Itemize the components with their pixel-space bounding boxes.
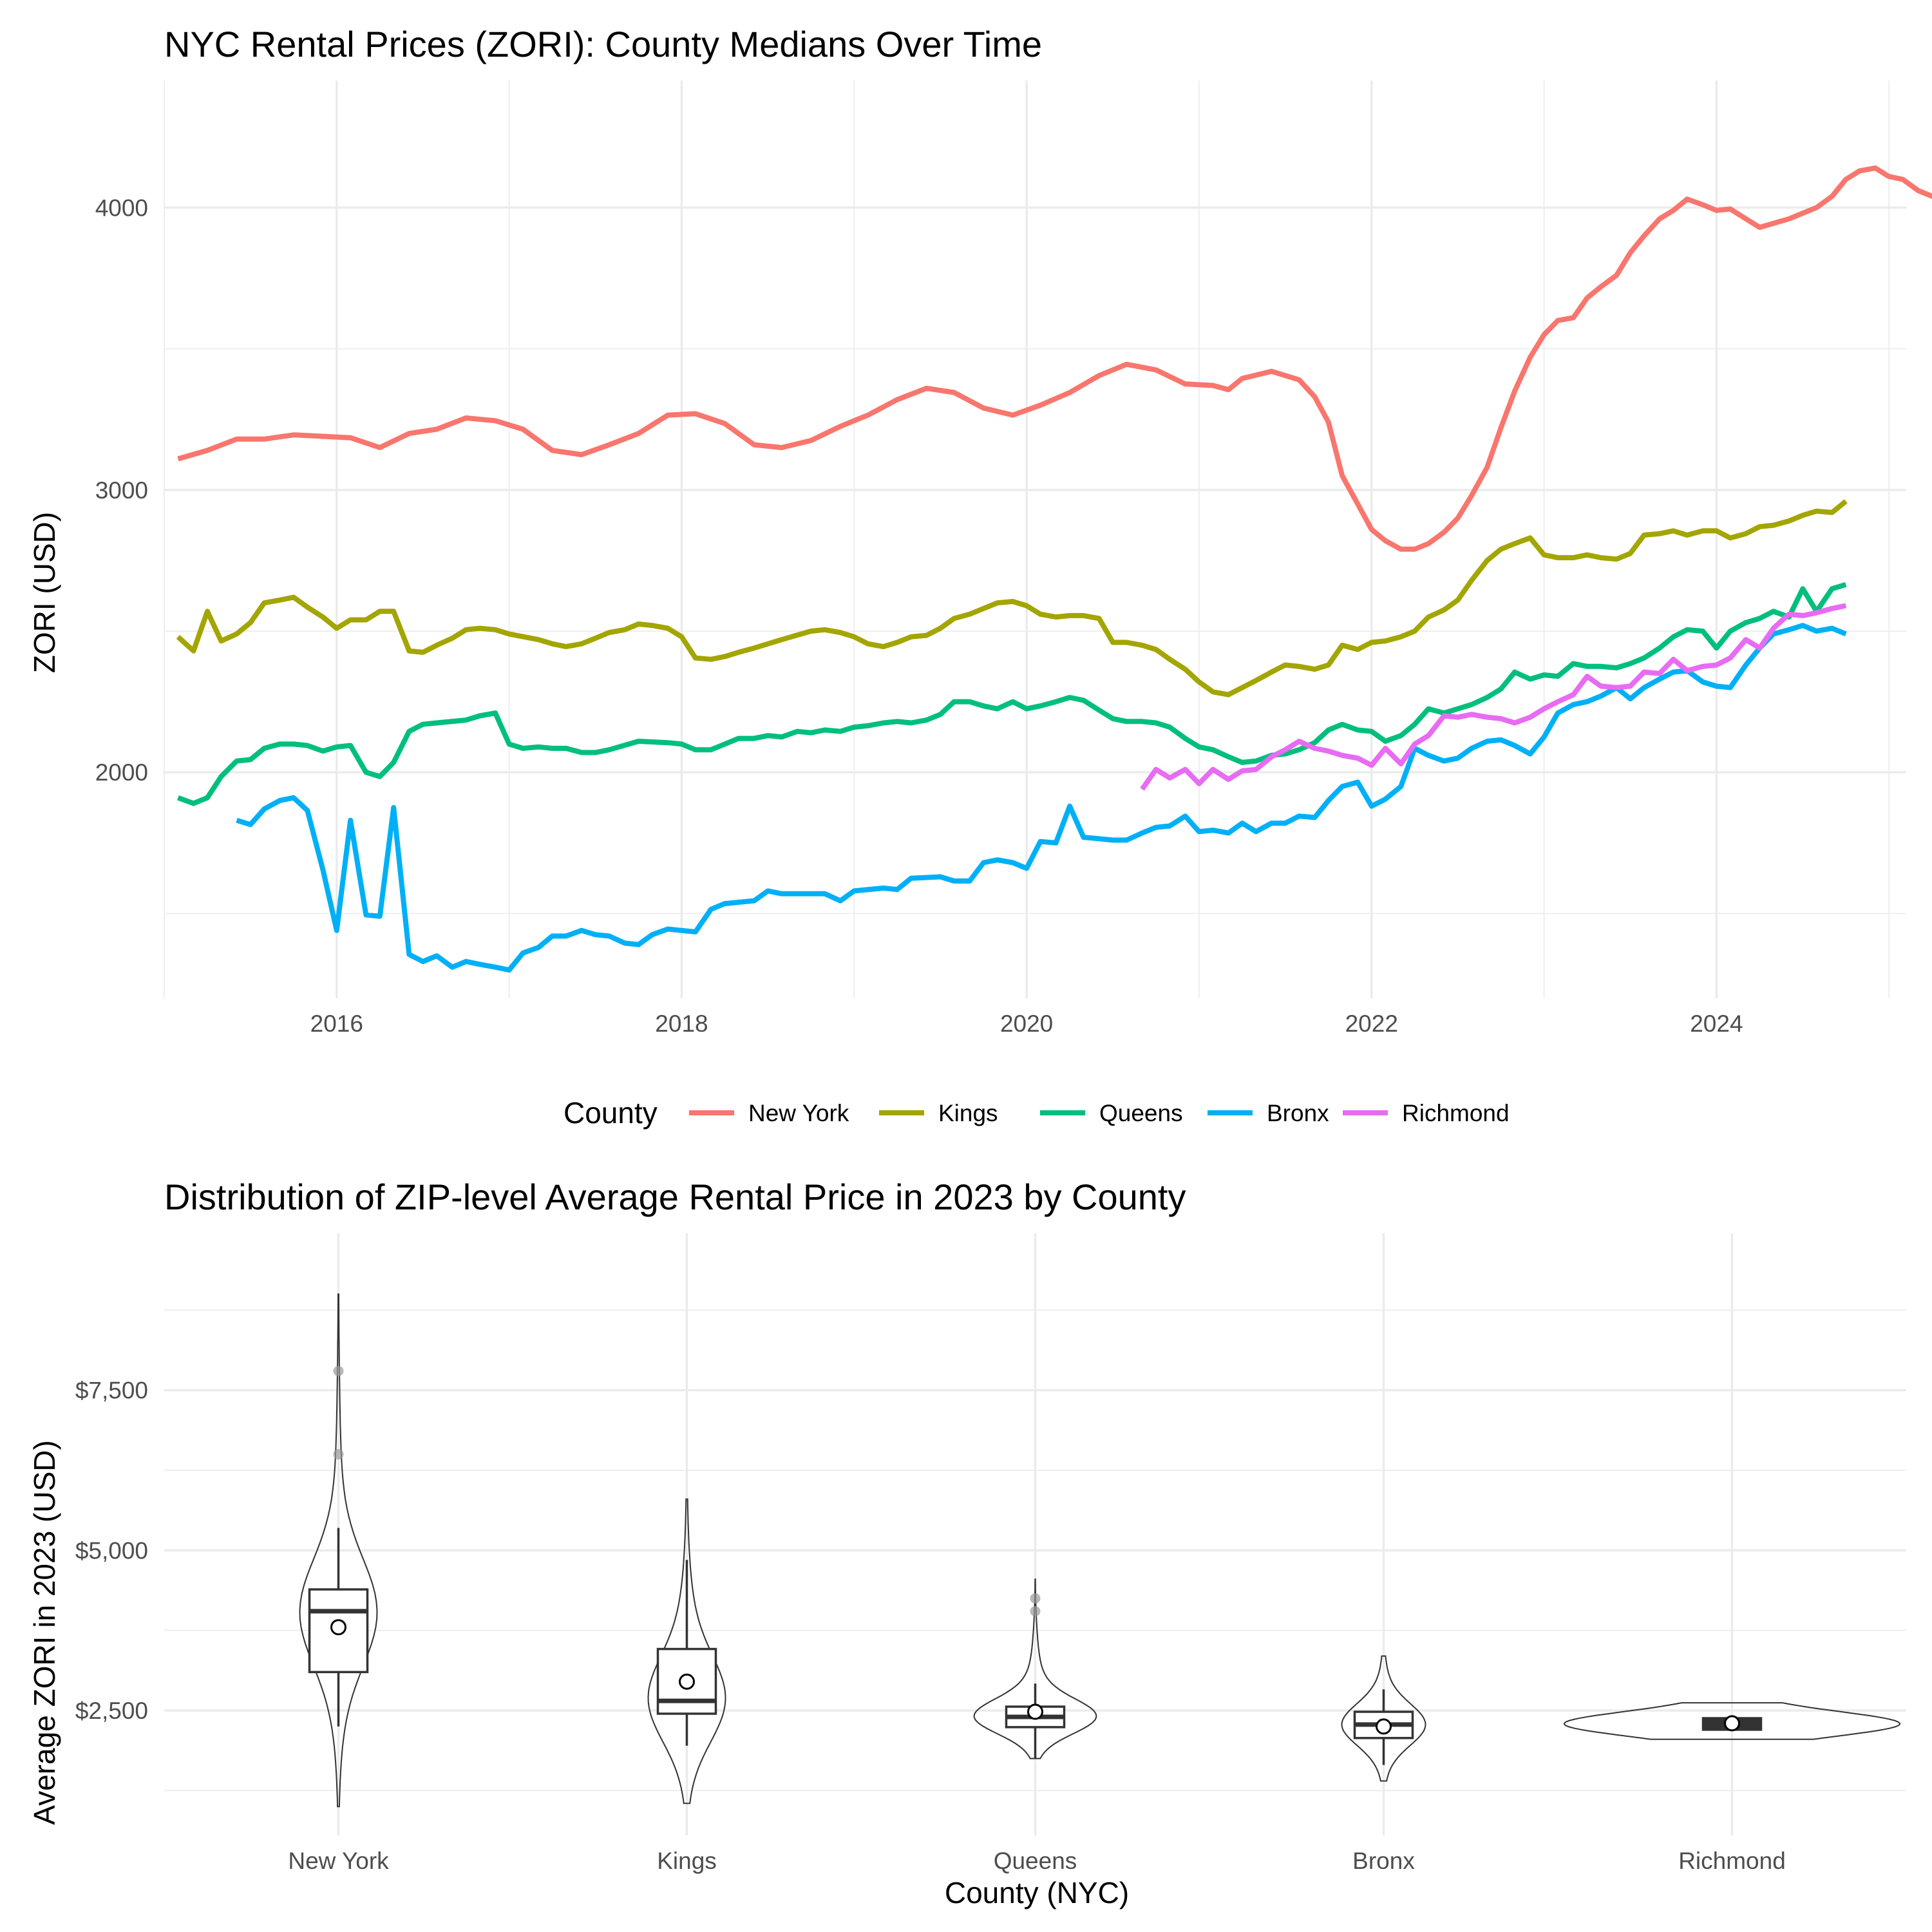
y-tick-label: 4000 [95,194,148,221]
x-tick-label: New York [288,1848,389,1874]
violin-queens [973,1578,1097,1759]
y-tick-label: 3000 [95,477,148,504]
violin-chart-title: Distribution of ZIP-level Average Rental… [164,1177,1186,1217]
x-tick-label: 2024 [1690,1010,1743,1037]
legend-title: County [564,1096,658,1130]
x-tick-label: Kings [657,1848,717,1874]
mean-point-richmond [1724,1715,1740,1732]
box-new-york [308,1588,369,1674]
line-chart-grid [164,80,1906,998]
violin-chart-x-ticks: New York Kings Queens Bronx Richmond [288,1848,1785,1874]
x-tick-label: 2016 [310,1010,363,1037]
violin-chart-y-ticks: $2,500 $5,000 $7,500 [75,1378,148,1724]
series-line-bronx [236,623,1847,973]
legend-label-richmond: Richmond [1402,1100,1510,1126]
line-chart-y-axis-title: ZORI (USD) [28,512,61,673]
line-chart-x-ticks: 2016 2018 2020 2022 2024 [310,1010,1743,1037]
mean-point-new-york [330,1619,346,1636]
violin-kings [647,1498,726,1804]
violin-new-york [299,1293,378,1808]
line-chart-legend: County New York Kings Queens Bronx Richmond [564,1096,1510,1130]
outlier-point-new-york [333,1449,344,1460]
series-line-new-york [177,165,1932,552]
legend-label-new-york: New York [748,1100,849,1126]
violin-chart-grid [164,1233,1906,1835]
legend-label-queens: Queens [1099,1100,1183,1126]
y-tick-label: $7,500 [75,1378,148,1404]
line-chart-y-ticks: 2000 3000 4000 [95,194,148,786]
violin-richmond [1564,1702,1900,1740]
line-chart-title: NYC Rental Prices (ZORI): County Medians… [164,24,1042,64]
series-line-richmond [1140,603,1847,791]
x-tick-label: 2020 [1000,1010,1053,1037]
mean-point-queens [1027,1703,1043,1720]
mean-point-kings [679,1673,695,1690]
legend-items: New York Kings Queens Bronx Richmond [689,1100,1510,1126]
outlier-point-queens [1030,1593,1041,1604]
violin-bronx [1341,1655,1426,1782]
y-tick-label: $5,000 [75,1537,148,1564]
outlier-point-new-york [333,1365,344,1376]
mean-point-bronx [1376,1718,1392,1735]
x-tick-label: Bronx [1352,1848,1415,1874]
x-tick-label: Queens [994,1848,1077,1874]
legend-label-bronx: Bronx [1267,1100,1329,1126]
line-chart-series [176,165,1932,973]
series-line-queens [177,582,1847,806]
x-tick-label: Richmond [1678,1848,1786,1874]
y-tick-label: $2,500 [75,1698,148,1724]
violin-chart-y-axis-title: Average ZORI in 2023 (USD) [28,1440,61,1824]
violin-chart-x-axis-title: County (NYC) [945,1876,1129,1909]
outlier-point-queens [1030,1605,1041,1616]
y-tick-label: 2000 [95,759,148,786]
legend-label-kings: Kings [938,1100,998,1126]
series-line-kings [176,499,1848,697]
x-tick-label: 2022 [1345,1010,1398,1037]
violin-chart-groups [299,1293,1900,1808]
x-tick-label: 2018 [655,1010,708,1037]
